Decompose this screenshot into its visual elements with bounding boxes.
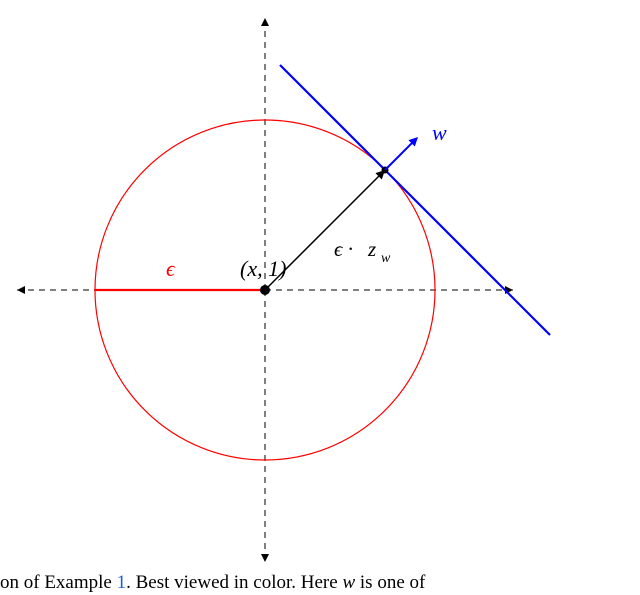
label-center: (x, 1)	[240, 256, 286, 281]
caption-fragment: on of Example 1. Best viewed in color. H…	[0, 572, 426, 593]
label-w: w	[432, 120, 447, 145]
diagram-canvas: (x, 1)ϵϵ · zwwon of Example 1. Best view…	[0, 0, 640, 595]
label-zw-z: z	[367, 237, 376, 261]
label-zw-prefix: ϵ ·	[334, 237, 353, 261]
vector-w	[385, 143, 412, 170]
tangent-line	[280, 65, 550, 335]
label-epsilon: ϵ	[166, 256, 176, 281]
label-zw-sub: w	[381, 251, 391, 266]
center-point	[260, 285, 270, 295]
